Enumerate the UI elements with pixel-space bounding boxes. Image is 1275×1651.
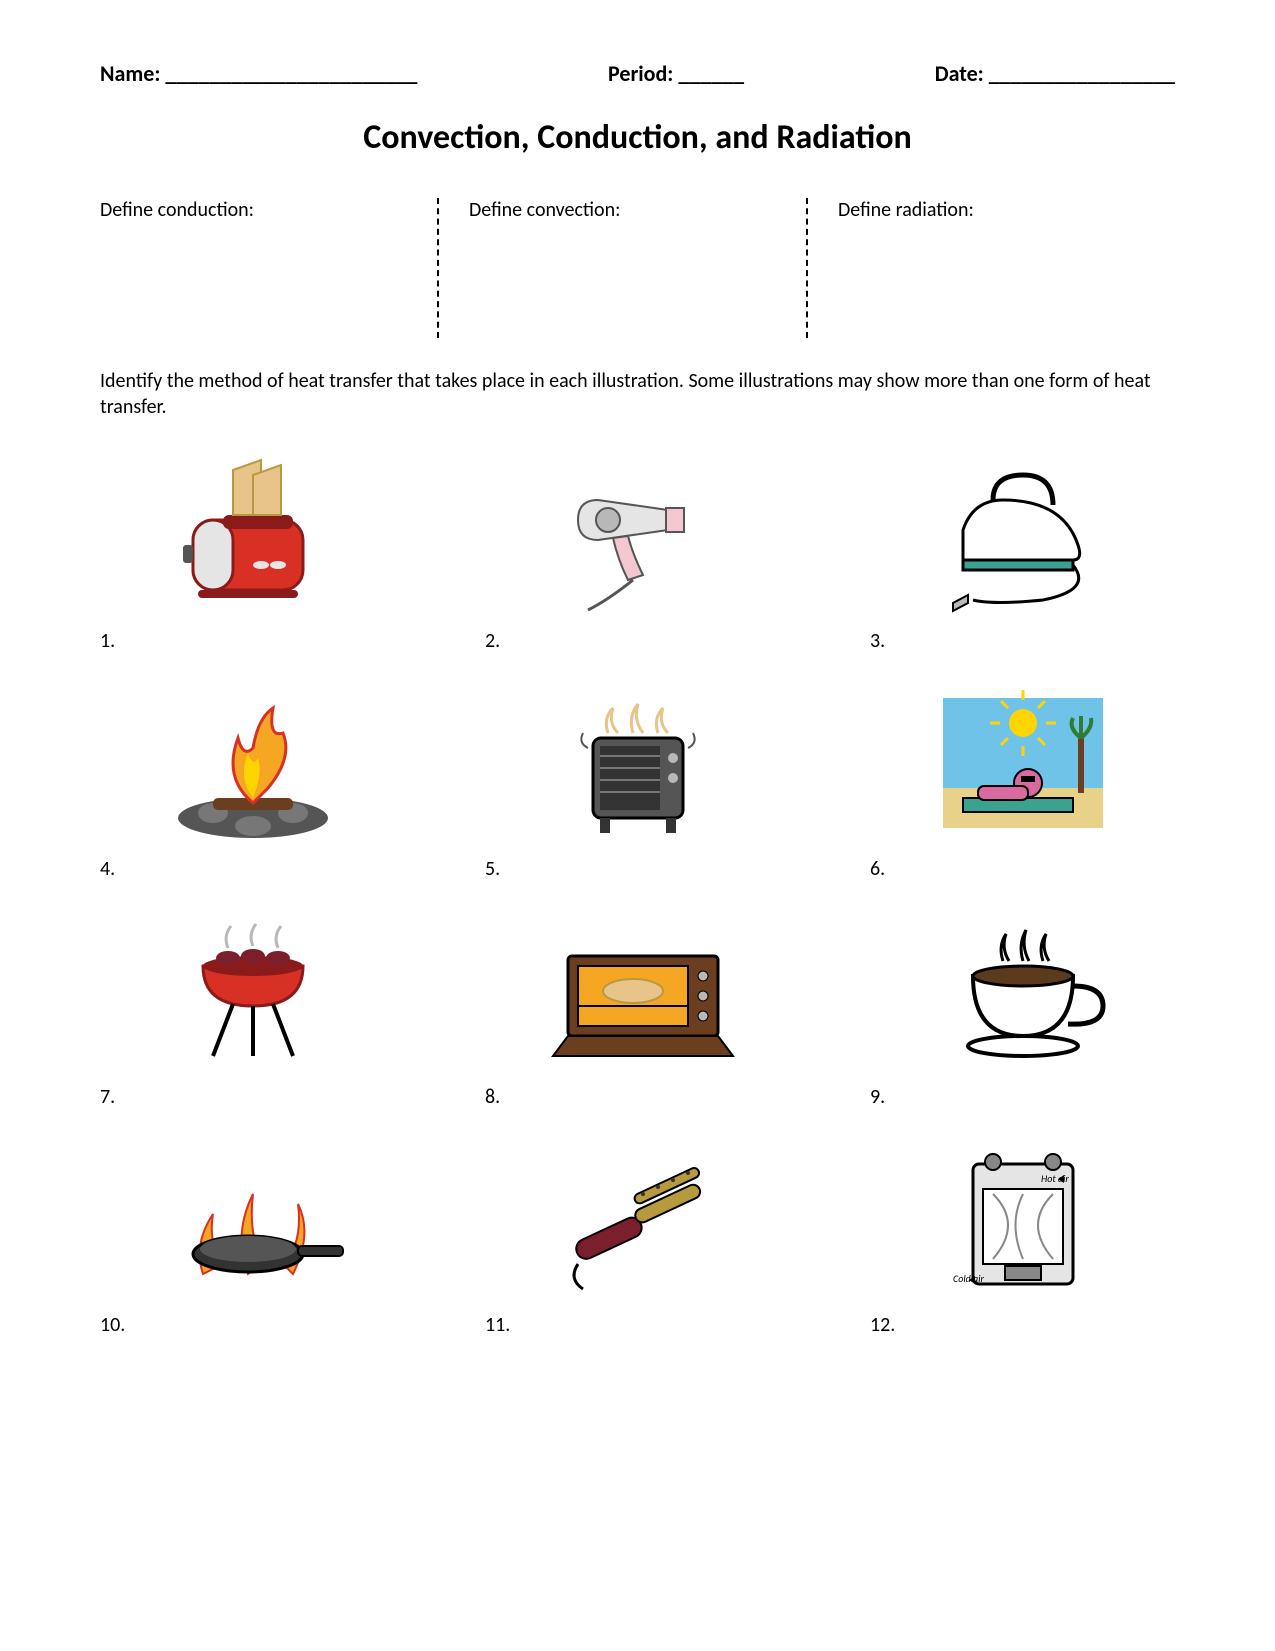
toaster-icon [100, 445, 405, 625]
cold-air-label: Cold air [953, 1272, 984, 1285]
item-3: 3. [870, 445, 1175, 653]
space-heater-icon [485, 673, 790, 853]
item-1-number: 1. [100, 629, 405, 653]
item-2: 2. [485, 445, 790, 653]
item-11-number: 11. [485, 1313, 790, 1337]
define-radiation[interactable]: Define radiation: [806, 198, 1175, 338]
item-10: 10. [100, 1129, 405, 1337]
item-8: 8. [485, 901, 790, 1109]
definitions-row: Define conduction: Define convection: De… [100, 198, 1175, 338]
item-4: 4. [100, 673, 405, 881]
name-field[interactable]: Name: _______________________ [100, 60, 417, 87]
define-convection[interactable]: Define convection: [437, 198, 806, 338]
item-11: 11. [485, 1129, 790, 1337]
item-9: 9. [870, 901, 1175, 1109]
hot-air-label: Hot air [1041, 1172, 1069, 1185]
item-12: Hot air Cold air 12. [870, 1129, 1175, 1337]
define-conduction[interactable]: Define conduction: [100, 198, 437, 338]
item-12-number: 12. [870, 1313, 1175, 1337]
curling-iron-icon [485, 1129, 790, 1309]
item-5-number: 5. [485, 857, 790, 881]
header-row: Name: _______________________ Period: __… [100, 60, 1175, 87]
clothes-iron-icon [870, 445, 1175, 625]
item-5: 5. [485, 673, 790, 881]
period-field[interactable]: Period: ______ [608, 60, 744, 87]
frying-pan-on-fire-icon [100, 1129, 405, 1309]
charcoal-grill-icon [100, 901, 405, 1081]
campfire-icon [100, 673, 405, 853]
item-8-number: 8. [485, 1085, 790, 1109]
illustration-grid: 1. 2. [100, 445, 1175, 1337]
hair-dryer-icon [485, 445, 790, 625]
date-field[interactable]: Date: _________________ [935, 60, 1175, 87]
item-1: 1. [100, 445, 405, 653]
page-title: Convection, Conduction, and Radiation [100, 117, 1175, 158]
item-2-number: 2. [485, 629, 790, 653]
item-4-number: 4. [100, 857, 405, 881]
item-7-number: 7. [100, 1085, 405, 1109]
toaster-oven-icon [485, 901, 790, 1081]
instructions-text: Identify the method of heat transfer tha… [100, 368, 1175, 420]
item-3-number: 3. [870, 629, 1175, 653]
item-7: 7. [100, 901, 405, 1109]
hot-coffee-cup-icon [870, 901, 1175, 1081]
item-10-number: 10. [100, 1313, 405, 1337]
item-9-number: 9. [870, 1085, 1175, 1109]
item-6: 6. [870, 673, 1175, 881]
worksheet-page: Name: _______________________ Period: __… [0, 0, 1275, 1651]
item-6-number: 6. [870, 857, 1175, 881]
furnace-icon: Hot air Cold air [870, 1129, 1175, 1309]
sunbathing-icon [870, 673, 1175, 853]
